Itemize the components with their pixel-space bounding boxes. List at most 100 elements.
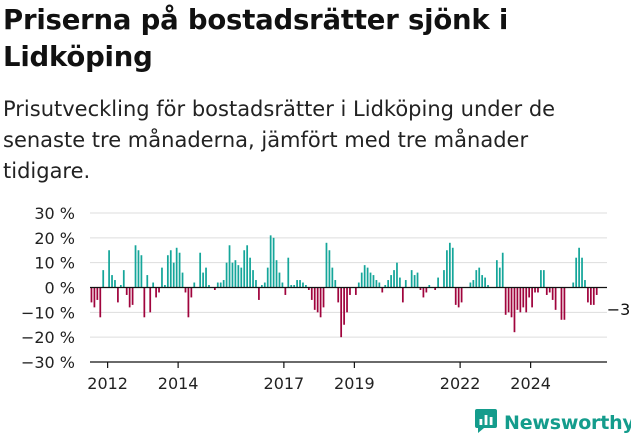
bar-positive <box>243 250 246 288</box>
bar-negative <box>460 287 463 303</box>
y-tick-label: −30 % <box>21 353 75 372</box>
bar-negative <box>310 287 313 300</box>
bar-positive <box>152 282 155 288</box>
bar-positive <box>472 280 475 288</box>
bar-positive <box>334 280 337 288</box>
bar-positive <box>278 272 281 288</box>
bar-positive <box>199 252 202 288</box>
bar-positive <box>410 270 413 288</box>
bar-positive <box>164 285 166 288</box>
bar-positive <box>111 275 113 288</box>
bar-positive <box>216 282 219 288</box>
bar-positive <box>140 255 143 288</box>
bar-positive <box>357 282 360 288</box>
x-tick-label: 2012 <box>87 374 128 393</box>
bar-positive <box>331 267 334 288</box>
y-tick-label: −20 % <box>21 328 75 347</box>
bar-positive <box>137 250 140 288</box>
bar-negative <box>434 287 437 290</box>
bar-positive <box>437 277 439 288</box>
bar-positive <box>498 267 501 288</box>
bar-negative <box>319 287 322 318</box>
bar-positive <box>581 257 583 288</box>
bar-negative <box>346 287 348 313</box>
bar-positive <box>360 272 363 288</box>
bar-positive <box>114 280 116 288</box>
bar-positive <box>249 257 251 288</box>
bar-negative <box>422 287 425 298</box>
bar-negative <box>117 287 119 303</box>
x-tick-label: 2022 <box>440 374 481 393</box>
bar-negative <box>525 287 528 313</box>
bar-positive <box>481 275 484 288</box>
bar-positive <box>228 245 231 288</box>
bar-positive <box>281 282 284 288</box>
bar-negative <box>125 287 128 295</box>
bar-positive <box>372 275 375 288</box>
bar-negative <box>534 287 536 293</box>
bar-positive <box>269 235 272 288</box>
bar-negative <box>519 287 522 313</box>
bar-negative <box>457 287 460 308</box>
bar-positive <box>393 270 395 288</box>
bar-positive <box>102 270 105 288</box>
bar-positive <box>572 282 575 288</box>
bar-negative <box>513 287 516 333</box>
bar-negative <box>504 287 507 315</box>
bar-positive <box>246 245 249 288</box>
bar-positive <box>296 280 298 288</box>
bar-positive <box>363 265 366 288</box>
y-tick-label: 20 % <box>34 229 75 248</box>
bar-negative <box>528 287 531 298</box>
bar-positive <box>478 267 481 288</box>
bar-negative <box>322 287 325 308</box>
bar-positive <box>366 267 369 288</box>
bar-positive <box>384 285 387 288</box>
bar-negative <box>563 287 566 320</box>
bar-negative <box>548 287 551 293</box>
bar-positive <box>263 282 266 288</box>
newsworthy-brand[interactable]: Newsworthy <box>474 406 631 440</box>
bar-positive <box>122 270 125 288</box>
bar-positive <box>146 275 149 288</box>
bar-negative <box>507 287 510 313</box>
bar-positive <box>178 252 181 288</box>
bar-positive <box>225 262 228 288</box>
bar-positive <box>272 237 275 288</box>
bar-negative <box>307 287 310 290</box>
bar-negative <box>354 287 357 295</box>
bar-positive <box>166 255 169 288</box>
bar-negative <box>516 287 519 310</box>
newsworthy-chart-logo-icon <box>474 408 498 438</box>
bar-negative <box>587 287 589 303</box>
bar-positive <box>193 282 196 288</box>
bar-positive <box>305 285 307 288</box>
bar-negative <box>401 287 404 303</box>
bar-positive <box>293 285 296 288</box>
bar-positive <box>175 247 178 288</box>
bar-negative <box>537 287 539 293</box>
bar-positive <box>487 285 489 288</box>
bar-positive <box>390 275 392 288</box>
bar-positive <box>237 265 240 288</box>
bar-negative <box>337 287 340 303</box>
bar-negative <box>545 287 548 295</box>
bar-positive <box>428 285 431 288</box>
bar-positive <box>446 250 448 288</box>
bar-negative <box>531 287 533 308</box>
bar-negative <box>90 287 93 303</box>
bar-negative <box>99 287 102 318</box>
bar-positive <box>328 250 331 288</box>
bar-negative <box>93 287 96 308</box>
bar-positive <box>255 280 257 288</box>
bar-negative <box>155 287 157 298</box>
bar-positive <box>575 257 578 288</box>
y-tick-label: −10 % <box>21 303 75 322</box>
bar-positive <box>252 270 254 288</box>
bar-negative <box>96 287 99 300</box>
bar-positive <box>484 277 486 288</box>
x-tick-label: 2019 <box>334 374 375 393</box>
bar-positive <box>325 242 328 288</box>
bar-negative <box>316 287 319 313</box>
bar-negative <box>184 287 187 293</box>
